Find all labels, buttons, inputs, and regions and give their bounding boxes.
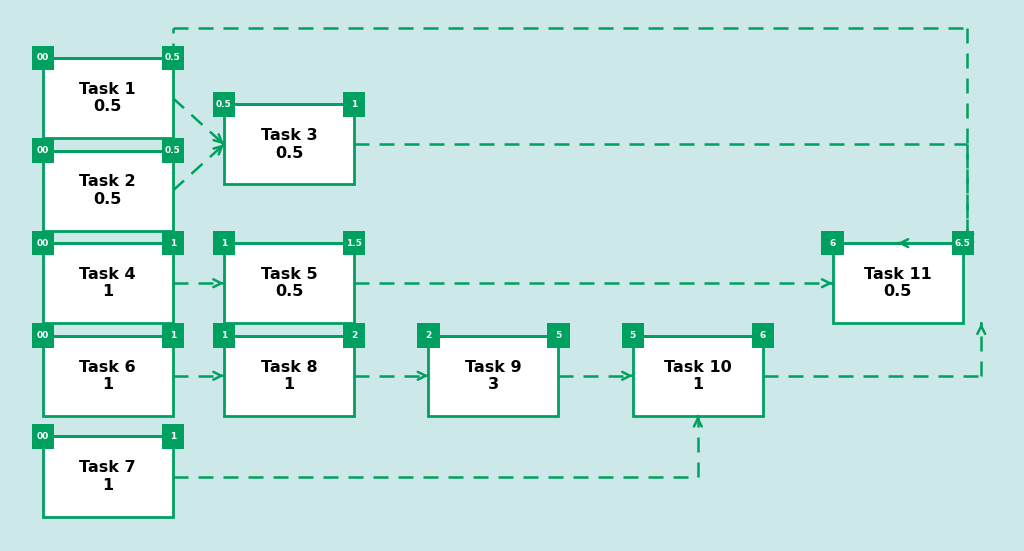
Text: 00: 00 <box>37 331 49 340</box>
Text: 1: 1 <box>221 239 227 247</box>
FancyBboxPatch shape <box>162 46 184 71</box>
Text: 1.5: 1.5 <box>346 239 361 247</box>
FancyBboxPatch shape <box>951 231 974 256</box>
Text: Task 10
1: Task 10 1 <box>664 360 732 392</box>
FancyBboxPatch shape <box>32 424 54 449</box>
FancyBboxPatch shape <box>162 424 184 449</box>
FancyBboxPatch shape <box>833 243 963 323</box>
Text: 1: 1 <box>170 239 176 247</box>
Text: 00: 00 <box>37 432 49 441</box>
Text: 1: 1 <box>221 331 227 340</box>
Text: Task 7
1: Task 7 1 <box>80 461 136 493</box>
FancyBboxPatch shape <box>43 243 173 323</box>
FancyBboxPatch shape <box>162 231 184 256</box>
Text: Task 1
0.5: Task 1 0.5 <box>80 82 136 114</box>
Text: 6.5: 6.5 <box>954 239 971 247</box>
FancyBboxPatch shape <box>32 138 54 163</box>
FancyBboxPatch shape <box>32 231 54 256</box>
FancyBboxPatch shape <box>428 336 558 416</box>
FancyBboxPatch shape <box>32 46 54 71</box>
FancyBboxPatch shape <box>343 323 366 348</box>
FancyBboxPatch shape <box>43 150 173 231</box>
FancyBboxPatch shape <box>633 336 763 416</box>
Text: 6: 6 <box>760 331 766 340</box>
FancyBboxPatch shape <box>43 436 173 517</box>
FancyBboxPatch shape <box>622 323 644 348</box>
FancyBboxPatch shape <box>417 323 439 348</box>
FancyBboxPatch shape <box>213 323 236 348</box>
FancyBboxPatch shape <box>162 323 184 348</box>
Text: 1: 1 <box>170 432 176 441</box>
FancyBboxPatch shape <box>43 336 173 416</box>
Text: 00: 00 <box>37 53 49 62</box>
Text: 0.5: 0.5 <box>216 100 231 109</box>
Text: 6: 6 <box>829 239 836 247</box>
Text: 2: 2 <box>351 331 357 340</box>
FancyBboxPatch shape <box>821 231 844 256</box>
FancyBboxPatch shape <box>343 231 366 256</box>
Text: 1: 1 <box>351 100 357 109</box>
FancyBboxPatch shape <box>343 92 366 117</box>
Text: 1: 1 <box>170 331 176 340</box>
Text: 2: 2 <box>425 331 431 340</box>
Text: 00: 00 <box>37 146 49 155</box>
FancyBboxPatch shape <box>547 323 569 348</box>
Text: Task 3
0.5: Task 3 0.5 <box>261 128 317 160</box>
Text: 5: 5 <box>630 331 636 340</box>
Text: Task 4
1: Task 4 1 <box>80 267 136 299</box>
FancyBboxPatch shape <box>213 92 236 117</box>
FancyBboxPatch shape <box>32 323 54 348</box>
FancyBboxPatch shape <box>162 138 184 163</box>
Text: 00: 00 <box>37 239 49 247</box>
FancyBboxPatch shape <box>224 336 354 416</box>
FancyBboxPatch shape <box>213 231 236 256</box>
FancyBboxPatch shape <box>752 323 774 348</box>
Text: Task 6
1: Task 6 1 <box>80 360 136 392</box>
Text: Task 11
0.5: Task 11 0.5 <box>863 267 932 299</box>
Text: 0.5: 0.5 <box>165 146 180 155</box>
Text: Task 9
3: Task 9 3 <box>465 360 522 392</box>
Text: 5: 5 <box>555 331 561 340</box>
Text: Task 5
0.5: Task 5 0.5 <box>261 267 317 299</box>
FancyBboxPatch shape <box>224 243 354 323</box>
Text: Task 2
0.5: Task 2 0.5 <box>80 175 136 207</box>
Text: Task 8
1: Task 8 1 <box>261 360 317 392</box>
FancyBboxPatch shape <box>224 104 354 185</box>
Text: 0.5: 0.5 <box>165 53 180 62</box>
FancyBboxPatch shape <box>43 58 173 138</box>
